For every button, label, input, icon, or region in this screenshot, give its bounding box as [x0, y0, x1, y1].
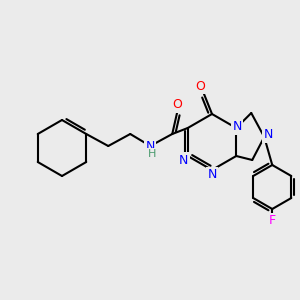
- Text: N: N: [179, 154, 188, 166]
- Text: N: N: [264, 128, 273, 142]
- Text: N: N: [207, 169, 217, 182]
- Text: O: O: [172, 98, 182, 112]
- Text: F: F: [269, 214, 276, 227]
- Text: N: N: [232, 121, 242, 134]
- Text: N: N: [146, 140, 155, 152]
- Text: O: O: [195, 80, 205, 92]
- Text: H: H: [148, 149, 156, 159]
